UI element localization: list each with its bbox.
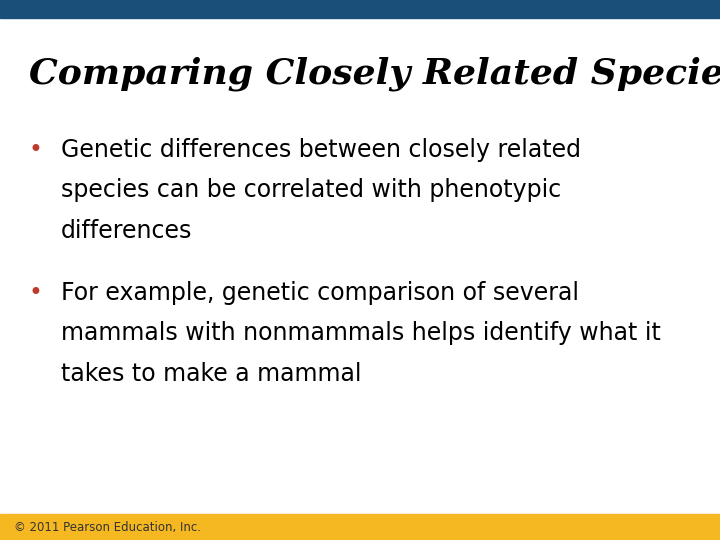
- Bar: [0, 0, 720, 18]
- Text: takes to make a mammal: takes to make a mammal: [61, 362, 361, 386]
- Text: •: •: [29, 138, 42, 161]
- Bar: [0, 514, 720, 540]
- Text: Comparing Closely Related Species: Comparing Closely Related Species: [29, 57, 720, 91]
- Text: Genetic differences between closely related: Genetic differences between closely rela…: [61, 138, 581, 161]
- Text: differences: differences: [61, 219, 192, 242]
- Text: •: •: [29, 281, 42, 305]
- Text: species can be correlated with phenotypic: species can be correlated with phenotypi…: [61, 178, 562, 202]
- Text: © 2011 Pearson Education, Inc.: © 2011 Pearson Education, Inc.: [14, 521, 202, 534]
- Text: mammals with nonmammals helps identify what it: mammals with nonmammals helps identify w…: [61, 321, 661, 345]
- Text: For example, genetic comparison of several: For example, genetic comparison of sever…: [61, 281, 579, 305]
